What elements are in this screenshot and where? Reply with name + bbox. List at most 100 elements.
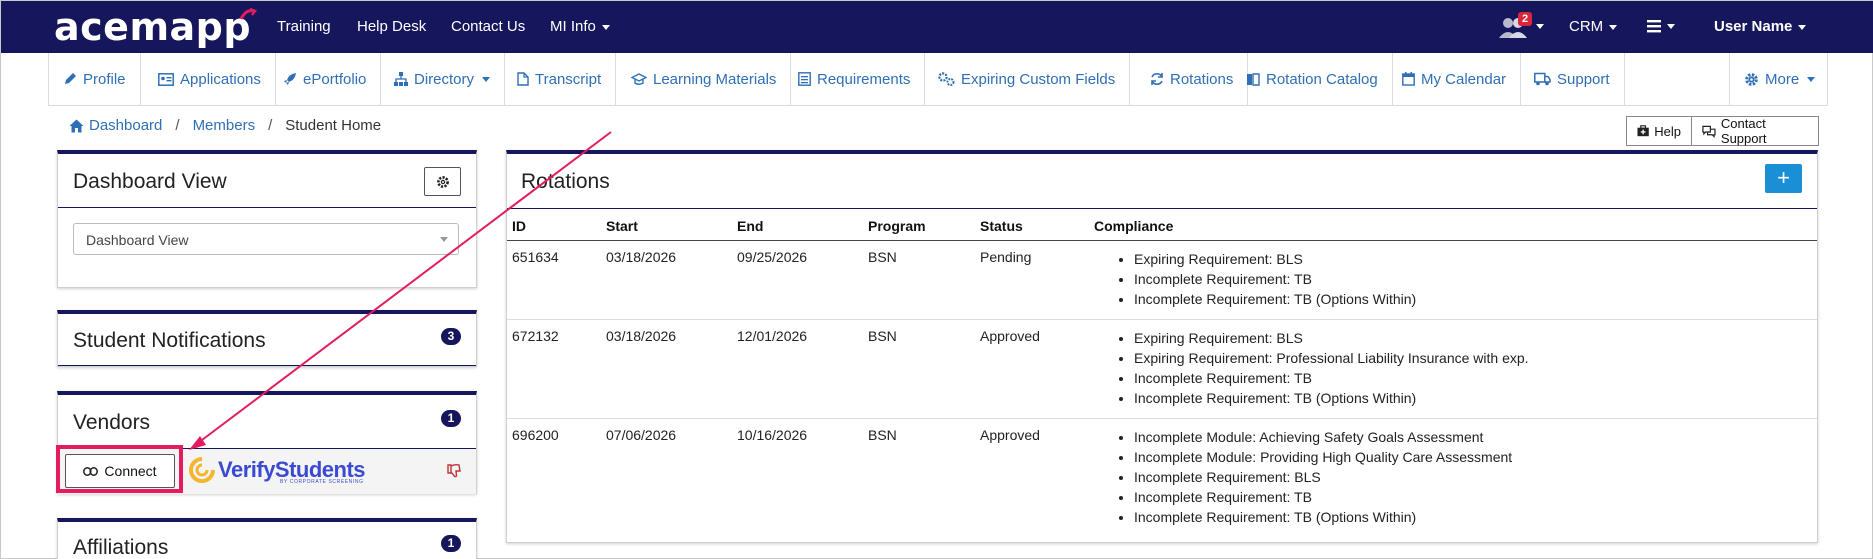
- verifystudents-logo: VerifyStudents BY CORPORATE SCREENING: [188, 454, 368, 488]
- compliance-list: Incomplete Module: Achieving Safety Goal…: [1094, 427, 1812, 527]
- cell-end: 10/16/2026: [737, 426, 808, 443]
- compliance-item: Incomplete Requirement: BLS: [1134, 467, 1812, 487]
- chevron-down-icon: [482, 76, 491, 82]
- subnav-support[interactable]: Support: [1520, 53, 1625, 105]
- nav-help-desk[interactable]: Help Desk: [357, 18, 427, 35]
- compliance-item: Incomplete Requirement: TB: [1134, 487, 1812, 507]
- breadcrumb-separator: /: [268, 117, 273, 134]
- panel-title: Dashboard View: [73, 170, 227, 193]
- cogs-icon: [938, 72, 955, 86]
- medkit-icon: [1637, 125, 1649, 137]
- compliance-item: Expiring Requirement: BLS: [1134, 249, 1812, 269]
- help-button[interactable]: Help: [1626, 116, 1692, 146]
- column-header-end[interactable]: End: [732, 212, 863, 241]
- compliance-item: Expiring Requirement: BLS: [1134, 328, 1812, 348]
- crm-menu[interactable]: CRM: [1569, 18, 1618, 35]
- calendar-icon: [1402, 72, 1415, 86]
- cell-end: 12/01/2026: [732, 319, 863, 419]
- notifications-count-badge: 3: [441, 328, 461, 345]
- add-rotation-button[interactable]: +: [1765, 164, 1802, 193]
- cell-status: Approved: [975, 319, 1089, 419]
- subnav-expiring-custom-fields[interactable]: Expiring Custom Fields: [924, 53, 1131, 105]
- column-header-status[interactable]: Status: [975, 212, 1089, 241]
- refresh-icon: [1151, 73, 1163, 85]
- cell-id: 696200: [512, 426, 559, 443]
- contact-support-button[interactable]: Contact Support: [1691, 116, 1819, 146]
- rotations-panel: Rotations + ID Start End Program Status …: [506, 150, 1818, 543]
- breadcrumb: Dashboard / Members / Student Home: [69, 117, 381, 134]
- subnav-directory[interactable]: Directory: [380, 53, 506, 105]
- thumbs-down-icon[interactable]: [446, 463, 462, 479]
- breadcrumb-members[interactable]: Members: [192, 117, 256, 134]
- column-header-program[interactable]: Program: [863, 212, 975, 241]
- subnav-learning-materials[interactable]: Learning Materials: [617, 53, 792, 105]
- compliance-item: Incomplete Requirement: TB: [1134, 269, 1812, 289]
- subnav-rotation-catalog[interactable]: Rotation Catalog: [1232, 53, 1393, 105]
- hamburger-icon: [1647, 20, 1661, 33]
- cell-status: Pending: [975, 240, 1089, 320]
- subnav-my-calendar[interactable]: My Calendar: [1388, 53, 1522, 105]
- column-header-id[interactable]: ID: [507, 212, 601, 241]
- book-icon: [1247, 73, 1260, 86]
- notifications-menu[interactable]: 2: [1498, 12, 1544, 40]
- column-header-start[interactable]: Start: [601, 212, 732, 241]
- vendor-logo-text: VerifyStudents: [218, 457, 366, 482]
- subnav-profile[interactable]: Profile: [49, 53, 141, 105]
- secondary-menu: Profile Applications ePortfolio Director…: [48, 53, 1828, 106]
- comments-icon: [1702, 125, 1716, 138]
- panel-title: Affiliations: [73, 536, 169, 559]
- user-menu[interactable]: User Name: [1714, 18, 1807, 35]
- cell-start: 07/06/2026: [606, 426, 677, 443]
- compliance-item: Incomplete Requirement: TB (Options With…: [1134, 289, 1812, 309]
- compliance-item: Incomplete Module: Achieving Safety Goal…: [1134, 427, 1812, 447]
- cell-compliance: Incomplete Module: Achieving Safety Goal…: [1089, 418, 1817, 537]
- connect-button[interactable]: Connect: [65, 454, 175, 488]
- divider: [58, 365, 476, 366]
- list-icon: [798, 72, 811, 86]
- panel-title: Student Notifications: [73, 329, 266, 352]
- chevron-down-icon: [601, 24, 610, 30]
- home-icon: [69, 119, 84, 132]
- chevron-down-icon: [440, 237, 448, 242]
- pencil-icon: [65, 73, 76, 84]
- graduation-cap-icon: [631, 72, 647, 85]
- panel-title: Vendors: [73, 411, 151, 434]
- hamburger-menu[interactable]: [1647, 17, 1675, 34]
- subnav-more[interactable]: More: [1729, 53, 1829, 105]
- subnav-applications[interactable]: Applications: [144, 53, 276, 105]
- breadcrumb-current: Student Home: [285, 117, 382, 134]
- cell-status: Approved: [980, 426, 1040, 443]
- nav-mi-info[interactable]: MI Info: [550, 18, 610, 35]
- table-row[interactable]: 672132 03/18/2026 12/01/2026 BSN Approve…: [507, 319, 1817, 419]
- top-navbar: acemapp Training Help Desk Contact Us MI…: [1, 1, 1873, 53]
- table-row[interactable]: 651634 03/18/2026 09/25/2026 BSN Pending…: [507, 240, 1817, 320]
- chevron-down-icon: [1609, 24, 1618, 30]
- divider: [507, 208, 1817, 209]
- compliance-item: Incomplete Requirement: TB (Options With…: [1134, 507, 1812, 527]
- verifystudents-logo-mark-icon: [189, 457, 215, 483]
- chevron-down-icon: [1667, 23, 1675, 29]
- dashboard-view-select[interactable]: Dashboard View: [73, 223, 459, 255]
- chevron-down-icon: [1798, 24, 1807, 30]
- subnav-eportfolio[interactable]: ePortfolio: [269, 53, 382, 105]
- nav-training[interactable]: Training: [277, 18, 331, 35]
- divider: [58, 448, 476, 449]
- cell-end: 09/25/2026: [732, 240, 863, 320]
- breadcrumb-separator: /: [175, 117, 180, 134]
- nav-contact-us[interactable]: Contact Us: [451, 18, 526, 35]
- subnav-requirements[interactable]: Requirements: [784, 53, 926, 105]
- table-row[interactable]: 696200 07/06/2026 10/16/2026 BSN Approve…: [507, 418, 1817, 537]
- affiliations-panel[interactable]: Affiliations 1: [57, 518, 477, 559]
- cell-start: 03/18/2026: [601, 319, 732, 419]
- student-notifications-panel[interactable]: Student Notifications 3: [57, 310, 477, 367]
- breadcrumb-dashboard[interactable]: Dashboard: [89, 117, 163, 134]
- dashboard-settings-button[interactable]: [424, 167, 461, 196]
- compliance-item: Incomplete Requirement: TB: [1134, 368, 1812, 388]
- sitemap-icon: [394, 72, 408, 86]
- notification-count-badge: 2: [1518, 12, 1533, 26]
- column-header-compliance[interactable]: Compliance: [1089, 212, 1817, 241]
- subnav-transcript[interactable]: Transcript: [503, 53, 617, 105]
- cell-compliance: Expiring Requirement: BLS Expiring Requi…: [1089, 319, 1817, 419]
- affiliations-count-badge: 1: [441, 535, 461, 552]
- acemapp-logo[interactable]: acemapp: [54, 5, 252, 49]
